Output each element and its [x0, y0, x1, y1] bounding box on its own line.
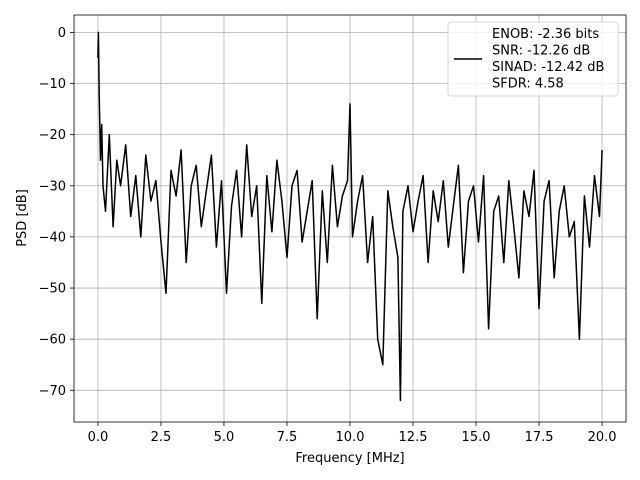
y-axis-ticks: 0 −10 −20 −30 −40 −50 −60 −70	[39, 26, 74, 399]
y-axis-label: PSD [dB]	[15, 189, 30, 247]
y-tick-label: −50	[39, 282, 66, 297]
y-tick-label: 0	[58, 26, 66, 41]
y-tick-label: −20	[39, 128, 66, 143]
x-tick-label: 7.5	[277, 430, 298, 445]
x-axis-label: Frequency [MHz]	[295, 451, 404, 466]
x-tick-label: 0.0	[88, 430, 109, 445]
legend-entry-line: SNR: -12.26 dB	[492, 44, 590, 59]
y-tick-label: −60	[39, 333, 66, 348]
psd-series-line	[97, 31, 603, 402]
plot-area	[97, 31, 603, 402]
x-tick-label: 15.0	[462, 430, 491, 445]
x-tick-label: 2.5	[151, 430, 172, 445]
legend-entry-line: SFDR: 4.58	[492, 77, 564, 92]
y-tick-label: −10	[39, 77, 66, 92]
x-tick-label: 17.5	[525, 430, 554, 445]
legend: ENOB: -2.36 bits SNR: -12.26 dB SINAD: -12…	[447, 21, 619, 97]
legend-box	[447, 21, 619, 97]
legend-entry-line: ENOB: -2.36 bits	[492, 27, 599, 42]
x-tick-label: 10.0	[336, 430, 365, 445]
y-tick-label: −70	[39, 384, 66, 399]
x-axis-ticks: 0.0 2.5 5.0 7.5 10.0 12.5 15.0 17.5 20.0	[88, 422, 617, 445]
legend-entry-line: SINAD: -12.42 dB	[492, 60, 604, 75]
y-tick-label: −30	[39, 179, 66, 194]
x-tick-label: 20.0	[588, 430, 617, 445]
x-tick-label: 5.0	[214, 430, 235, 445]
x-tick-label: 12.5	[399, 430, 428, 445]
legend-entry: ENOB: -2.36 bits SNR: -12.26 dB SINAD: -12…	[492, 27, 604, 92]
y-tick-label: −40	[39, 230, 66, 245]
